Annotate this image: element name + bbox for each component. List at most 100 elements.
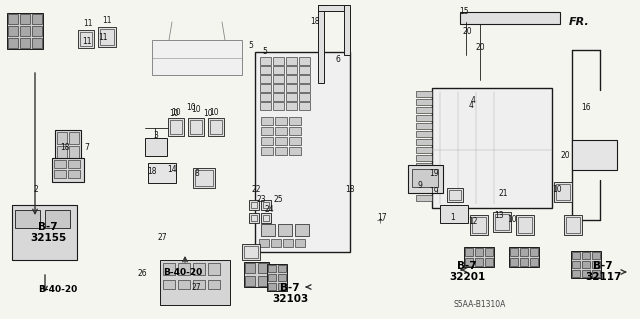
Text: B-7: B-7 — [457, 261, 477, 271]
Bar — [244, 262, 269, 287]
Bar — [286, 57, 297, 65]
Bar — [68, 160, 80, 168]
Text: 27: 27 — [157, 233, 167, 241]
Text: B-40-20: B-40-20 — [38, 285, 77, 294]
Bar — [193, 280, 205, 289]
Bar — [275, 147, 287, 155]
Bar — [286, 84, 297, 92]
Bar — [242, 244, 260, 260]
Text: 26: 26 — [137, 269, 147, 278]
Text: 4: 4 — [468, 100, 474, 109]
Bar — [54, 160, 66, 168]
Bar — [20, 14, 30, 24]
Bar — [208, 280, 220, 289]
Bar — [572, 252, 580, 259]
Bar — [299, 93, 310, 101]
Bar — [518, 217, 532, 233]
Text: 13: 13 — [494, 211, 504, 220]
Bar — [295, 224, 309, 236]
Text: 2: 2 — [34, 186, 38, 195]
Bar — [485, 248, 493, 256]
Text: 18: 18 — [310, 17, 320, 26]
Bar — [485, 258, 493, 266]
Bar — [263, 215, 269, 221]
Bar — [530, 258, 538, 266]
Bar — [190, 120, 202, 134]
Bar — [273, 66, 284, 74]
Text: B-7: B-7 — [38, 222, 58, 232]
Bar — [251, 202, 257, 208]
Bar — [416, 147, 432, 153]
Bar — [261, 213, 271, 223]
Bar — [163, 280, 175, 289]
Text: 24: 24 — [264, 204, 274, 213]
Text: 10: 10 — [169, 108, 179, 117]
Bar — [582, 252, 590, 259]
Text: 5: 5 — [262, 48, 268, 56]
Bar — [318, 5, 324, 83]
Bar — [260, 57, 271, 65]
Text: 20: 20 — [475, 42, 485, 51]
Bar — [440, 205, 468, 223]
Text: 25: 25 — [273, 196, 283, 204]
Bar — [268, 274, 276, 281]
Bar — [261, 137, 273, 145]
Text: 32103: 32103 — [272, 294, 308, 304]
Bar — [69, 132, 79, 144]
Bar — [54, 170, 66, 178]
Text: 27: 27 — [191, 283, 201, 292]
Circle shape — [474, 24, 482, 32]
Bar — [572, 270, 580, 277]
Circle shape — [148, 173, 156, 181]
Bar — [7, 13, 43, 49]
Text: 18: 18 — [147, 167, 157, 176]
Bar — [273, 102, 284, 110]
Bar — [8, 38, 18, 48]
Text: 10: 10 — [552, 186, 562, 195]
Polygon shape — [162, 20, 232, 40]
Bar — [475, 258, 483, 266]
Bar — [344, 5, 350, 55]
Circle shape — [215, 66, 233, 84]
Text: 6: 6 — [335, 56, 340, 64]
Bar — [261, 117, 273, 125]
Text: 17: 17 — [377, 213, 387, 222]
Bar — [271, 239, 281, 247]
Bar — [210, 120, 222, 134]
Bar — [449, 190, 461, 200]
Bar — [268, 283, 276, 290]
Bar — [170, 120, 182, 134]
Bar — [20, 38, 30, 48]
Bar — [416, 171, 432, 177]
Circle shape — [161, 66, 179, 84]
Bar — [289, 127, 301, 135]
Text: 11: 11 — [83, 36, 92, 46]
Bar — [160, 260, 230, 305]
Bar — [408, 165, 443, 193]
Text: 10: 10 — [507, 216, 517, 225]
Text: B-7: B-7 — [593, 261, 613, 271]
Text: 11: 11 — [102, 16, 112, 25]
Bar — [193, 263, 205, 275]
Bar — [15, 210, 40, 228]
Bar — [556, 184, 570, 200]
Bar — [261, 224, 275, 236]
Circle shape — [25, 245, 31, 251]
Bar — [447, 188, 463, 202]
Bar — [275, 127, 287, 135]
Circle shape — [488, 34, 496, 42]
Bar — [416, 179, 432, 185]
Bar — [261, 200, 271, 210]
Bar — [255, 52, 350, 252]
Bar — [416, 131, 432, 137]
Bar — [571, 251, 601, 278]
Bar — [416, 187, 432, 193]
Bar — [8, 26, 18, 36]
Bar — [278, 274, 286, 281]
Bar — [193, 168, 215, 188]
Bar — [78, 30, 94, 48]
Bar — [273, 75, 284, 83]
Bar — [278, 265, 286, 272]
Circle shape — [310, 10, 320, 20]
Bar — [268, 265, 276, 272]
